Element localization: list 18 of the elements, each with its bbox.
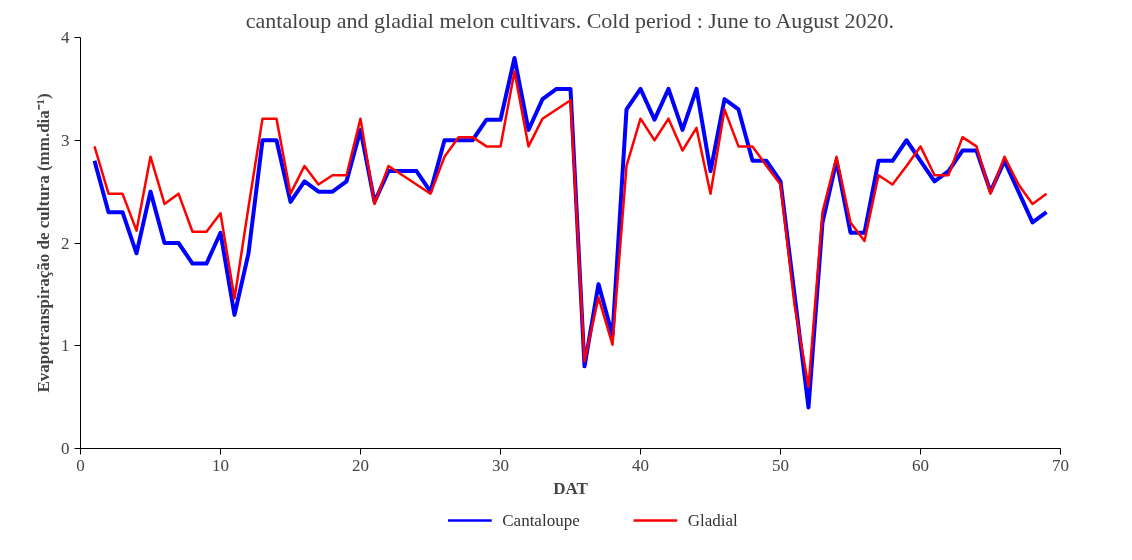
- y-tick-label: 3: [61, 130, 70, 150]
- x-tick-label: 40: [632, 455, 649, 475]
- legend-label: Gladial: [687, 511, 739, 530]
- chart-title: cantaloup and gladial melon cultivars. Cold period : June to August 2020.: [245, 7, 895, 33]
- x-tick-label: 60: [912, 455, 929, 475]
- x-tick-label: 30: [492, 455, 509, 475]
- x-tick-label: 0: [76, 455, 85, 475]
- y-tick-label: 4: [61, 28, 70, 47]
- y-axis-title: Evapotranspiração de cultura (mm.dia⁻¹): [34, 93, 53, 393]
- x-tick-label: 70: [1052, 455, 1069, 475]
- x-tick-label: 20: [352, 455, 369, 475]
- legend-label: Cantaloupe: [502, 511, 580, 530]
- y-tick-label: 2: [61, 233, 70, 253]
- x-tick-label: 50: [772, 455, 789, 475]
- y-tick-label: 0: [61, 439, 70, 458]
- x-axis-title: DAT: [553, 478, 589, 498]
- x-tick-label: 10: [212, 455, 229, 475]
- y-tick-label: 1: [61, 336, 70, 356]
